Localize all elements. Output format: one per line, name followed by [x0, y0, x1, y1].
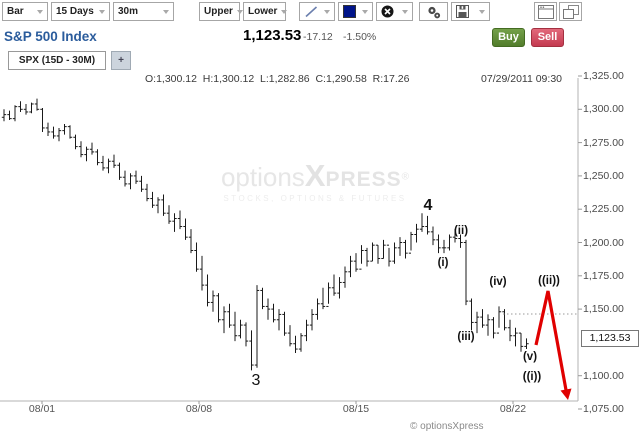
- chevron-down-icon: [99, 9, 105, 14]
- tab-spx[interactable]: SPX (15D - 30M): [8, 51, 106, 70]
- chevron-down-icon: [281, 9, 288, 14]
- price-bars: [1, 98, 529, 371]
- y-axis-label: 1,300.00: [583, 103, 624, 116]
- wave-label: (iv): [489, 276, 507, 288]
- chevron-down-icon: [236, 9, 243, 14]
- color-picker-dropdown[interactable]: [338, 2, 373, 21]
- save-dropdown[interactable]: [451, 2, 490, 21]
- readout-datetime: 07/29/2011 09:30: [481, 73, 562, 85]
- chevron-down-icon: [37, 9, 43, 14]
- y-axis-label: 1,200.00: [583, 236, 624, 249]
- chevron-down-icon: [362, 9, 368, 14]
- y-axis-label: 1,150.00: [583, 303, 624, 316]
- lower-indicator-dropdown[interactable]: Lower: [243, 2, 288, 21]
- copyright: © optionsXpress: [410, 421, 484, 432]
- price-change: -17.12: [303, 31, 333, 43]
- chart-type-dropdown[interactable]: Bar: [2, 2, 48, 21]
- y-axis-label: 1,275.00: [583, 136, 624, 149]
- lower-label: Lower: [248, 6, 278, 17]
- x-axis-label: 08/22: [499, 403, 527, 415]
- wave-label: (i): [437, 257, 449, 269]
- buy-button[interactable]: Buy: [492, 28, 525, 47]
- y-axis-label: 1,075.00: [583, 403, 624, 415]
- chevron-down-icon: [402, 9, 408, 14]
- wave-label: (iii): [457, 331, 475, 343]
- watermark-tagline: STOCKS, OPTIONS & FUTURES: [223, 194, 407, 203]
- wave-label: (ii): [453, 225, 469, 237]
- wave-label: 3: [251, 372, 261, 389]
- y-axis-label: 1,250.00: [583, 169, 624, 182]
- price-change-percent: -1.50%: [343, 31, 377, 43]
- chevron-down-icon: [324, 9, 330, 14]
- upper-indicator-dropdown[interactable]: Upper: [199, 2, 243, 21]
- wave-label: ((i)): [522, 371, 542, 383]
- duplicate-chart-button[interactable]: [559, 2, 582, 21]
- range-dropdown[interactable]: 15 Days: [51, 2, 110, 21]
- delete-drawing-dropdown[interactable]: [376, 2, 413, 21]
- delete-icon: [381, 5, 394, 18]
- save-icon: [456, 5, 469, 18]
- watermark-logo: optionsXPRESS® STOCKS, OPTIONS & FUTURES: [220, 158, 410, 203]
- y-axis-label: 1,325.00: [583, 70, 624, 82]
- ohlc-readout: O:1,300.12 H:1,300.12 L:1,282.86 C:1,290…: [145, 73, 410, 85]
- add-tab-button[interactable]: +: [111, 51, 131, 70]
- trendline-tool-dropdown[interactable]: [299, 2, 335, 21]
- interval-label: 30m: [118, 6, 139, 17]
- wave-label: ((ii)): [538, 275, 560, 287]
- last-price-box: 1,123.53: [581, 330, 639, 347]
- wave-label: (v): [522, 351, 538, 363]
- x-axis-label: 08/01: [28, 403, 56, 415]
- chevron-down-icon: [479, 9, 485, 14]
- window-icon: [537, 4, 554, 19]
- last-price: 1,123.53: [243, 27, 302, 44]
- y-axis-label: 1,100.00: [583, 369, 624, 382]
- y-axis-label: 1,225.00: [583, 203, 624, 216]
- copy-icon: [562, 4, 579, 19]
- trendline-icon: [305, 6, 318, 18]
- popout-window-button[interactable]: [534, 2, 557, 21]
- axes: [0, 75, 582, 410]
- settings-button[interactable]: [419, 2, 448, 21]
- watermark-text: optionsXPRESS®: [220, 158, 410, 193]
- forecast-arrow: [534, 290, 572, 400]
- upper-label: Upper: [204, 6, 233, 17]
- chevron-down-icon: [163, 9, 169, 14]
- y-axis-label: 1,175.00: [583, 269, 624, 282]
- interval-dropdown[interactable]: 30m: [113, 2, 174, 21]
- gears-icon: [427, 6, 440, 18]
- x-axis-label: 08/15: [342, 403, 370, 415]
- x-axis-label: 08/08: [185, 403, 213, 415]
- range-label: 15 Days: [56, 6, 94, 17]
- color-swatch-icon: [343, 5, 356, 18]
- sell-button[interactable]: Sell: [531, 28, 564, 47]
- wave-label: 4: [423, 197, 433, 214]
- chart-type-label: Bar: [7, 6, 24, 17]
- symbol-title[interactable]: S&P 500 Index: [4, 29, 97, 44]
